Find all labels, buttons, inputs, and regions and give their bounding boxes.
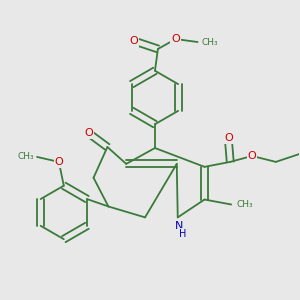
Text: CH₃: CH₃ [17, 152, 34, 161]
Text: CH₃: CH₃ [202, 38, 218, 46]
Text: O: O [171, 34, 180, 44]
Text: O: O [130, 36, 139, 46]
Text: CH₃: CH₃ [236, 200, 253, 209]
Text: O: O [224, 133, 233, 143]
Text: N: N [175, 221, 183, 231]
Text: O: O [55, 157, 63, 167]
Text: O: O [84, 128, 93, 138]
Text: H: H [179, 229, 186, 239]
Text: O: O [248, 151, 256, 161]
